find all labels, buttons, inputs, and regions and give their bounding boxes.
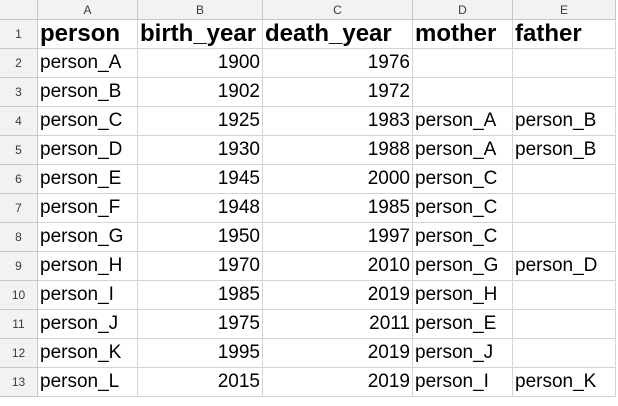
cell-father[interactable] (513, 194, 616, 223)
cell-mother[interactable]: person_I (413, 368, 513, 397)
cell-father[interactable] (513, 339, 616, 368)
cell-father[interactable]: person_K (513, 368, 616, 397)
cell-death-year[interactable]: 1997 (263, 223, 413, 252)
cell-birth-year[interactable]: 1975 (138, 310, 263, 339)
cell-grid: A B C D E 1 person birth_year death_year mother fa… (0, 0, 616, 397)
cell-death-year[interactable]: 2019 (263, 339, 413, 368)
cell-death-year[interactable]: 1988 (263, 136, 413, 165)
cell-father[interactable]: person_B (513, 107, 616, 136)
cell-birth-year[interactable]: 1925 (138, 107, 263, 136)
cell-birth-year[interactable]: 1995 (138, 339, 263, 368)
cell-person[interactable]: person_H (38, 252, 138, 281)
cell-person[interactable]: person_I (38, 281, 138, 310)
column-header-a[interactable]: A (38, 0, 138, 20)
row-header-10[interactable]: 10 (0, 281, 38, 310)
cell-father[interactable]: person_D (513, 252, 616, 281)
cell-birth-year[interactable]: 2015 (138, 368, 263, 397)
column-header-e[interactable]: E (513, 0, 616, 20)
cell-birth-year[interactable]: 1930 (138, 136, 263, 165)
cell-person[interactable]: person_J (38, 310, 138, 339)
header-cell-mother[interactable]: mother (413, 20, 513, 49)
cell-birth-year[interactable]: 1970 (138, 252, 263, 281)
cell-father[interactable] (513, 78, 616, 107)
row-header-2[interactable]: 2 (0, 49, 38, 78)
cell-mother[interactable]: person_E (413, 310, 513, 339)
cell-mother[interactable] (413, 49, 513, 78)
cell-person[interactable]: person_A (38, 49, 138, 78)
cell-person[interactable]: person_B (38, 78, 138, 107)
header-cell-death-year[interactable]: death_year (263, 20, 413, 49)
row-header-6[interactable]: 6 (0, 165, 38, 194)
cell-mother[interactable]: person_J (413, 339, 513, 368)
cell-mother[interactable]: person_C (413, 194, 513, 223)
cell-death-year[interactable]: 2010 (263, 252, 413, 281)
row-header-9[interactable]: 9 (0, 252, 38, 281)
cell-person[interactable]: person_K (38, 339, 138, 368)
column-header-d[interactable]: D (413, 0, 513, 20)
row-header-3[interactable]: 3 (0, 78, 38, 107)
header-cell-birth-year[interactable]: birth_year (138, 20, 263, 49)
row-header-8[interactable]: 8 (0, 223, 38, 252)
cell-person[interactable]: person_G (38, 223, 138, 252)
row-header-13[interactable]: 13 (0, 368, 38, 397)
cell-father[interactable] (513, 49, 616, 78)
cell-birth-year[interactable]: 1948 (138, 194, 263, 223)
cell-death-year[interactable]: 2000 (263, 165, 413, 194)
cell-mother[interactable]: person_C (413, 223, 513, 252)
column-header-c[interactable]: C (263, 0, 413, 20)
cell-death-year[interactable]: 2019 (263, 368, 413, 397)
cell-birth-year[interactable]: 1900 (138, 49, 263, 78)
cell-mother[interactable]: person_A (413, 136, 513, 165)
cell-death-year[interactable]: 2019 (263, 281, 413, 310)
cell-father[interactable]: person_B (513, 136, 616, 165)
cell-mother[interactable]: person_C (413, 165, 513, 194)
cell-death-year[interactable]: 1972 (263, 78, 413, 107)
cell-birth-year[interactable]: 1945 (138, 165, 263, 194)
header-cell-person[interactable]: person (38, 20, 138, 49)
column-header-b[interactable]: B (138, 0, 263, 20)
cell-person[interactable]: person_C (38, 107, 138, 136)
cell-mother[interactable] (413, 78, 513, 107)
cell-death-year[interactable]: 2011 (263, 310, 413, 339)
cell-mother[interactable]: person_A (413, 107, 513, 136)
cell-person[interactable]: person_F (38, 194, 138, 223)
cell-person[interactable]: person_D (38, 136, 138, 165)
cell-mother[interactable]: person_G (413, 252, 513, 281)
cell-death-year[interactable]: 1983 (263, 107, 413, 136)
cell-father[interactable] (513, 310, 616, 339)
row-header-11[interactable]: 11 (0, 310, 38, 339)
row-header-5[interactable]: 5 (0, 136, 38, 165)
select-all-corner[interactable] (0, 0, 38, 20)
row-header-12[interactable]: 12 (0, 339, 38, 368)
cell-birth-year[interactable]: 1985 (138, 281, 263, 310)
cell-person[interactable]: person_L (38, 368, 138, 397)
cell-person[interactable]: person_E (38, 165, 138, 194)
header-cell-father[interactable]: father (513, 20, 616, 49)
cell-father[interactable] (513, 223, 616, 252)
cell-birth-year[interactable]: 1902 (138, 78, 263, 107)
cell-birth-year[interactable]: 1950 (138, 223, 263, 252)
row-header-4[interactable]: 4 (0, 107, 38, 136)
row-header-1[interactable]: 1 (0, 20, 38, 49)
cell-death-year[interactable]: 1976 (263, 49, 413, 78)
cell-death-year[interactable]: 1985 (263, 194, 413, 223)
cell-mother[interactable]: person_H (413, 281, 513, 310)
cell-father[interactable] (513, 165, 616, 194)
cell-father[interactable] (513, 281, 616, 310)
row-header-7[interactable]: 7 (0, 194, 38, 223)
